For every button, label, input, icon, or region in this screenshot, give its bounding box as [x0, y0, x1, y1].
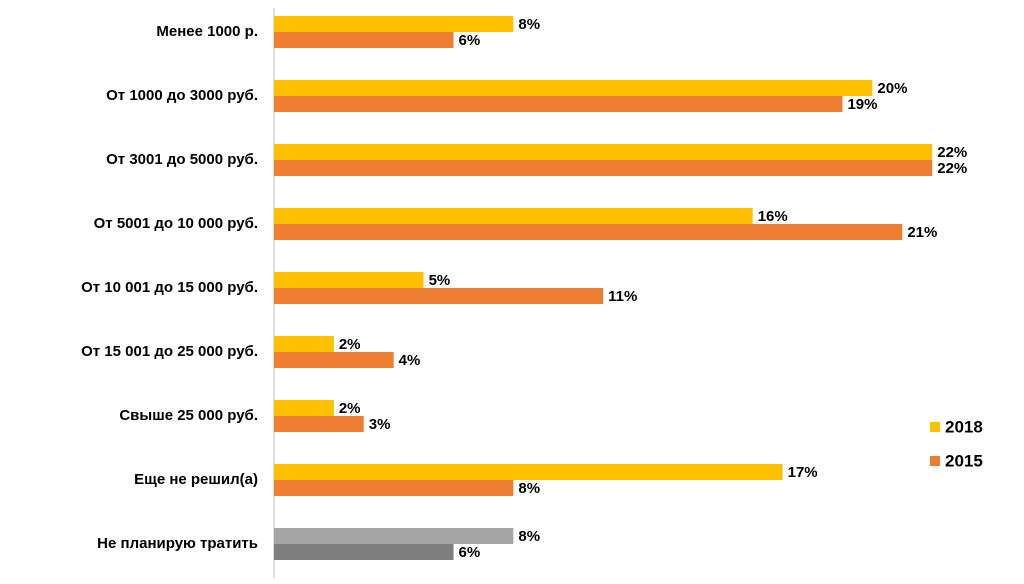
- bar: [274, 32, 454, 48]
- bar: [274, 336, 334, 352]
- value-label: 6%: [459, 32, 481, 49]
- value-label: 21%: [907, 224, 937, 241]
- category-label: Менее 1000 р.: [156, 23, 258, 40]
- bar: [274, 80, 873, 96]
- bar: [274, 224, 903, 240]
- bar: [274, 208, 753, 224]
- bar: [274, 464, 783, 480]
- bar: [274, 480, 514, 496]
- value-label: 8%: [518, 480, 540, 497]
- value-label: 22%: [937, 160, 967, 177]
- bar: [274, 96, 843, 112]
- value-label: 6%: [459, 544, 481, 561]
- value-label: 16%: [758, 208, 788, 225]
- category-label: От 10 001 до 15 000 руб.: [81, 279, 258, 296]
- value-label: 3%: [369, 416, 391, 433]
- bar: [274, 416, 364, 432]
- bar: [274, 160, 933, 176]
- bar: [274, 352, 394, 368]
- bar: [274, 544, 454, 560]
- value-label: 11%: [608, 288, 637, 305]
- category-label: Не планирую тратить: [97, 535, 258, 552]
- legend-label: 2015: [945, 451, 983, 470]
- bar: [274, 144, 933, 160]
- value-label: 5%: [429, 272, 451, 289]
- legend-swatch: [930, 456, 940, 466]
- legend-swatch: [930, 422, 940, 432]
- legend-label: 2018: [945, 417, 983, 436]
- bar: [274, 272, 424, 288]
- category-label: Свыше 25 000 руб.: [119, 407, 258, 424]
- value-label: 2%: [339, 336, 361, 353]
- bar: [274, 16, 514, 32]
- value-label: 2%: [339, 400, 361, 417]
- value-label: 22%: [937, 144, 967, 161]
- category-label: Еще не решил(а): [134, 471, 258, 488]
- category-label: От 1000 до 3000 руб.: [106, 87, 258, 104]
- bar: [274, 400, 334, 416]
- value-label: 8%: [518, 528, 540, 545]
- value-label: 4%: [399, 352, 421, 369]
- bar: [274, 528, 514, 544]
- category-label: От 5001 до 10 000 руб.: [94, 215, 258, 232]
- bar: [274, 288, 604, 304]
- value-label: 8%: [518, 16, 540, 33]
- value-label: 17%: [788, 464, 818, 481]
- category-label: От 3001 до 5000 руб.: [106, 151, 258, 168]
- value-label: 19%: [847, 96, 877, 113]
- value-label: 20%: [877, 80, 907, 97]
- category-label: От 15 001 до 25 000 руб.: [81, 343, 258, 360]
